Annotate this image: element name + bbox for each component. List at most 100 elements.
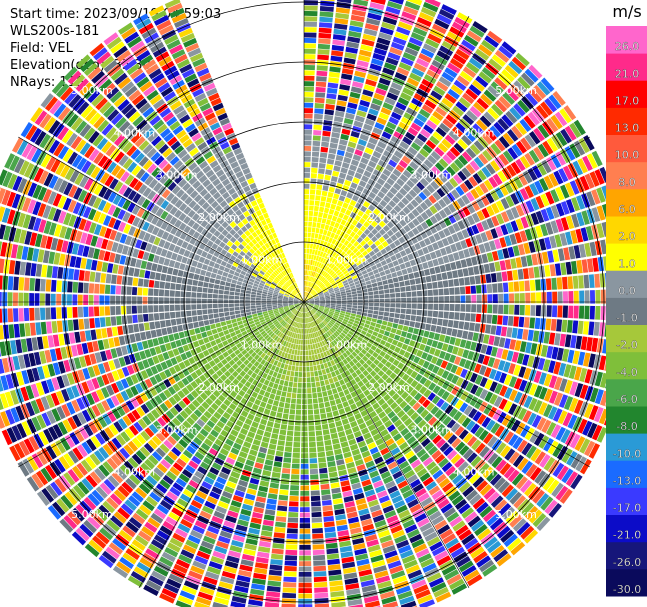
gate-cell [198, 485, 210, 495]
gate-cell [366, 142, 376, 150]
gate-cell [588, 321, 595, 336]
gate-cell [409, 161, 419, 171]
gate-cell [244, 352, 251, 359]
gate-cell [408, 102, 420, 112]
gate-cell [516, 352, 525, 365]
gate-cell [320, 223, 326, 229]
gate-cell [330, 305, 336, 308]
gate-cell [165, 342, 172, 351]
gate-cell [380, 107, 392, 116]
gate-cell [357, 210, 364, 217]
gate-cell [354, 70, 367, 78]
gate-cell [212, 365, 220, 372]
gate-cell [550, 114, 563, 130]
gate-cell [384, 330, 390, 337]
gate-cell [344, 406, 352, 413]
gate-cell [111, 471, 124, 484]
gate-cell [288, 319, 293, 325]
gate-cell [95, 432, 106, 445]
gate-cell [499, 260, 507, 271]
gate-cell [319, 275, 324, 281]
gate-cell [543, 456, 556, 471]
gate-cell [438, 457, 449, 468]
gate-cell [605, 384, 606, 389]
gate-cell [142, 500, 155, 512]
gate-cell [361, 397, 369, 405]
gate-cell [476, 198, 485, 209]
gate-cell [348, 347, 354, 354]
gate-cell [317, 324, 322, 330]
gate-cell [374, 122, 385, 131]
gate-cell [285, 317, 290, 322]
gate-cell [436, 367, 445, 377]
gate-cell [324, 247, 329, 253]
gate-cell [400, 413, 409, 423]
gate-cell [284, 352, 288, 359]
gate-cell [402, 519, 415, 529]
gate-cell [336, 328, 342, 334]
gate-cell [363, 221, 370, 228]
gate-cell [479, 323, 486, 333]
gate-cell [495, 226, 504, 237]
gate-cell [515, 218, 524, 231]
gate-cell [436, 240, 445, 249]
gate-cell [507, 537, 522, 552]
gate-cell [361, 175, 369, 183]
gate-cell [314, 343, 319, 349]
gate-cell [315, 189, 322, 196]
gate-cell [588, 274, 595, 288]
gate-cell [309, 328, 312, 334]
gate-cell [366, 342, 373, 348]
gate-cell [560, 217, 570, 231]
gate-cell [309, 447, 317, 453]
gate-cell [355, 400, 363, 408]
gate-cell [362, 355, 369, 362]
gate-cell [309, 189, 316, 195]
gate-cell [270, 365, 276, 371]
gate-cell [132, 512, 146, 525]
gate-cell [232, 322, 238, 328]
gate-cell [235, 329, 241, 335]
gate-cell [598, 355, 606, 371]
gate-cell [341, 68, 354, 75]
gate-cell [310, 495, 321, 502]
gate-cell [384, 510, 397, 519]
gate-cell [443, 311, 449, 319]
gate-cell [98, 504, 112, 518]
gate-cell [534, 180, 544, 194]
gate-cell [307, 312, 310, 317]
gate-cell [385, 145, 396, 154]
gate-cell [483, 487, 496, 500]
gate-cell [481, 253, 489, 264]
gate-cell [456, 197, 466, 208]
gate-cell [451, 233, 460, 243]
gate-cell [499, 462, 512, 476]
gate-cell [328, 262, 333, 268]
gate-cell [212, 389, 221, 398]
gate-cell [436, 555, 452, 566]
gate-cell [302, 372, 307, 377]
gate-cell [55, 440, 67, 454]
gate-cell [268, 381, 274, 388]
gate-cell [425, 208, 434, 218]
gate-cell [582, 155, 593, 171]
gate-cell [470, 423, 480, 435]
gate-cell [365, 352, 372, 359]
gate-cell [350, 527, 362, 535]
gate-cell [476, 480, 489, 492]
gate-cell [445, 465, 457, 477]
gate-cell [332, 364, 338, 371]
gate-cell [215, 349, 222, 357]
gate-cell [298, 328, 301, 334]
gate-cell [406, 77, 420, 87]
gate-cell [326, 197, 333, 203]
gate-cell [425, 139, 437, 150]
gate-cell [378, 112, 390, 121]
gate-cell [221, 466, 231, 475]
gate-cell [421, 337, 428, 345]
gate-cell [497, 118, 510, 131]
gate-cell [312, 292, 317, 296]
gate-cell [313, 306, 319, 309]
gate-cell [461, 565, 477, 577]
gate-cell [56, 498, 70, 513]
